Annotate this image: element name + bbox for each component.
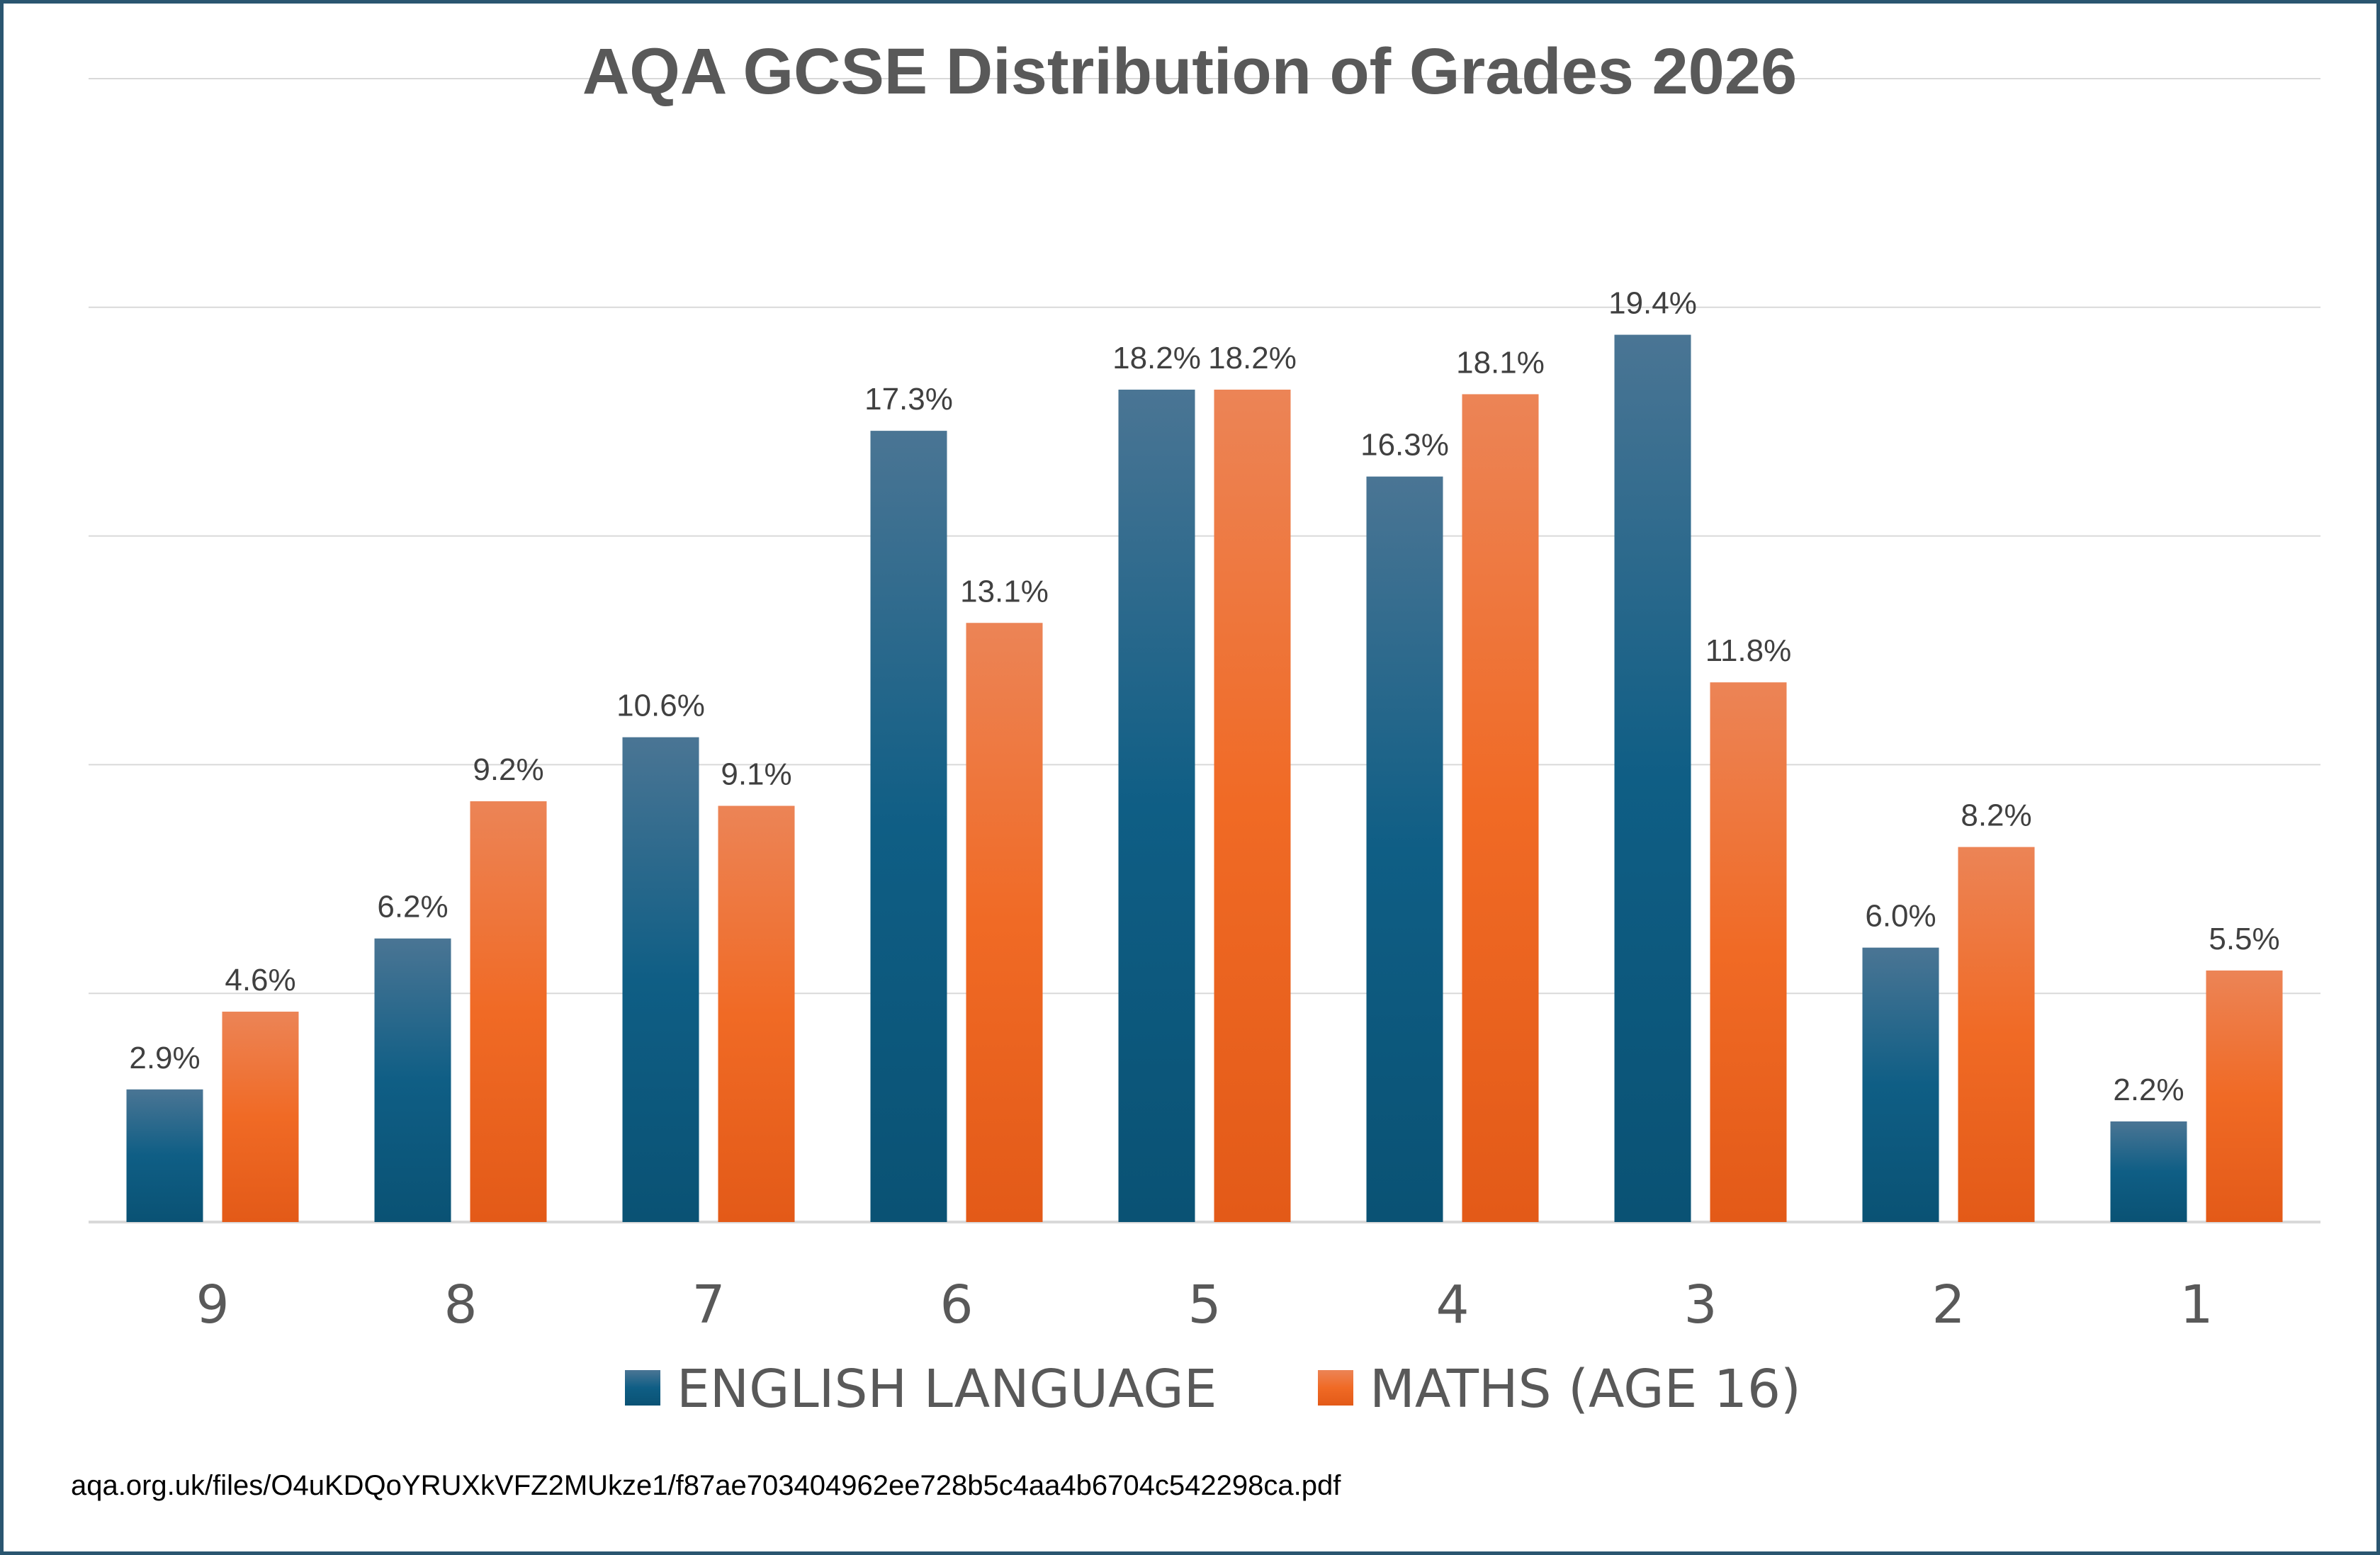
bar-english-grade-8 <box>374 938 451 1222</box>
bar-english-grade-9 <box>126 1089 203 1222</box>
x-tick-label: 2 <box>1931 1274 1965 1335</box>
data-label-english-grade-8: 6.2% <box>377 890 448 924</box>
bar-english-grade-4 <box>1366 476 1443 1222</box>
legend-label-english: ENGLISH LANGUAGE <box>677 1359 1217 1420</box>
data-label-maths-grade-2: 8.2% <box>1961 798 2031 833</box>
bar-english-grade-7 <box>622 737 699 1222</box>
source-url: aqa.org.uk/files/O4uKDQoYRUXkVFZ2MUkze1/… <box>71 1470 1341 1501</box>
bar-english-grade-2 <box>1862 947 1939 1222</box>
bar-maths-grade-9 <box>222 1012 299 1222</box>
data-label-maths-grade-8: 9.2% <box>473 752 543 787</box>
data-label-english-grade-1: 2.2% <box>2113 1073 2184 1107</box>
data-label-english-grade-3: 19.4% <box>1608 286 1697 321</box>
data-label-english-grade-6: 17.3% <box>864 382 953 417</box>
x-tick-label: 4 <box>1436 1274 1469 1335</box>
bar-maths-grade-5 <box>1214 390 1291 1222</box>
bar-maths-grade-7 <box>718 805 795 1222</box>
data-label-maths-grade-9: 4.6% <box>225 963 295 997</box>
legend-swatch-maths <box>1318 1370 1353 1406</box>
legend: ENGLISH LANGUAGE MATHS (AGE 16) <box>625 1359 1801 1420</box>
data-label-maths-grade-1: 5.5% <box>2209 922 2279 956</box>
data-label-maths-grade-5: 18.2% <box>1208 341 1297 375</box>
x-tick-label: 6 <box>940 1274 973 1335</box>
bar-maths-grade-6 <box>966 623 1043 1222</box>
x-tick-label: 5 <box>1188 1274 1221 1335</box>
x-tick-label: 8 <box>444 1274 477 1335</box>
x-tick-label: 7 <box>692 1274 725 1335</box>
bar-maths-grade-3 <box>1710 682 1787 1222</box>
data-label-maths-grade-7: 9.1% <box>721 757 791 792</box>
data-label-english-grade-4: 16.3% <box>1360 428 1449 463</box>
data-label-english-grade-7: 10.6% <box>616 689 705 723</box>
x-tick-label: 9 <box>196 1274 229 1335</box>
data-label-maths-grade-3: 11.8% <box>1705 633 1792 668</box>
data-label-english-grade-9: 2.9% <box>129 1041 200 1075</box>
bar-english-grade-3 <box>1614 334 1691 1222</box>
data-label-english-grade-5: 18.2% <box>1112 341 1201 375</box>
data-label-maths-grade-6: 13.1% <box>960 574 1049 609</box>
bar-english-grade-1 <box>2110 1121 2187 1222</box>
data-label-maths-grade-4: 18.1% <box>1456 345 1545 380</box>
bar-maths-grade-8 <box>470 801 547 1222</box>
bar-maths-grade-4 <box>1462 394 1539 1222</box>
x-tick-label: 1 <box>2179 1274 2213 1335</box>
data-label-english-grade-2: 6.0% <box>1865 899 1936 934</box>
x-tick-label: 3 <box>1684 1274 1717 1335</box>
bar-maths-grade-1 <box>2206 970 2283 1222</box>
bar-english-grade-6 <box>870 431 947 1222</box>
legend-swatch-english <box>625 1370 660 1406</box>
bar-maths-grade-2 <box>1958 847 2035 1222</box>
chart-title: AQA GCSE Distribution of Grades 2026 <box>582 35 1797 108</box>
bar-english-grade-5 <box>1118 390 1195 1222</box>
legend-label-maths: MATHS (AGE 16) <box>1370 1359 1801 1420</box>
